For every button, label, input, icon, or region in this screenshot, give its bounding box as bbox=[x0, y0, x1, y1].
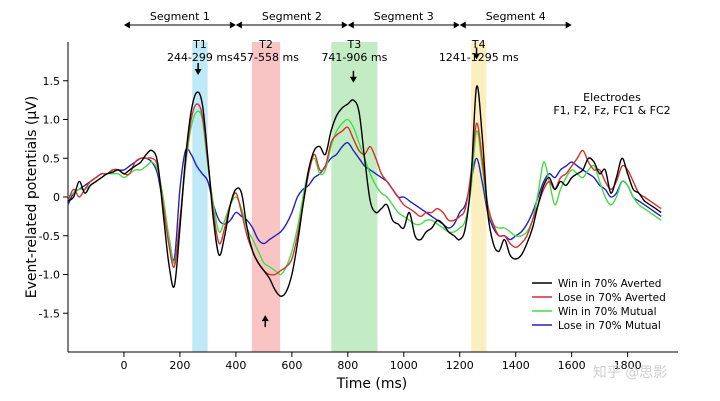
window-range-t4: 1241-1295 ms bbox=[439, 51, 519, 64]
window-name-t1: T1 bbox=[192, 38, 207, 51]
legend-label-2: Lose in 70% Averted bbox=[558, 292, 666, 304]
peak-arrow-head-t3 bbox=[349, 76, 357, 83]
series-line-win-in-70-averted bbox=[67, 85, 662, 297]
y-tick-label: 1.5 bbox=[43, 75, 61, 88]
window-band-t2 bbox=[251, 42, 281, 352]
legend: Win in 70% Averted Lose in 70% Averted Win… bbox=[532, 278, 666, 332]
segment-arrowhead-right-4 bbox=[565, 21, 572, 29]
x-tick-label: 1200 bbox=[446, 359, 474, 372]
y-tick-label: 0 bbox=[53, 191, 60, 204]
electrodes-list: F1, F2, Fz, FC1 & FC2 bbox=[553, 104, 670, 117]
electrodes-title: Electrodes bbox=[583, 91, 641, 104]
peak-arrows bbox=[194, 47, 481, 328]
segment-label-3: Segment 3 bbox=[374, 10, 434, 23]
x-tick-label: 200 bbox=[169, 359, 190, 372]
peak-arrow-head-t2 bbox=[261, 315, 269, 322]
window-band-t4 bbox=[471, 42, 487, 352]
x-tick-label: 400 bbox=[225, 359, 246, 372]
y-tick-label: 1.0 bbox=[43, 114, 61, 127]
y-tick-label: -1.5 bbox=[39, 307, 60, 320]
segment-arrowhead-left-4 bbox=[459, 21, 466, 29]
segment-label-1: Segment 1 bbox=[150, 10, 210, 23]
series-lines bbox=[67, 85, 662, 297]
window-range-t1: 244-299 ms bbox=[167, 51, 233, 64]
peak-arrow-head-t4 bbox=[473, 53, 481, 60]
x-axis-label: Time (ms) bbox=[336, 376, 408, 392]
x-tick-label: 1000 bbox=[390, 359, 418, 372]
legend-label-3: Win in 70% Mutual bbox=[558, 306, 656, 318]
x-tick-label: 0 bbox=[120, 359, 127, 372]
segment-annotations: Segment 1 Segment 2 Segment 3 Segment 4 bbox=[123, 10, 572, 29]
y-tick-label: 0.5 bbox=[43, 152, 61, 165]
x-tick-label: 1600 bbox=[558, 359, 586, 372]
segment-arrowhead-right-1 bbox=[229, 21, 236, 29]
time-windows bbox=[192, 42, 487, 352]
window-range-t2: 457-558 ms bbox=[233, 51, 299, 64]
ticks: 0 200 400 600 800 1000 1200 1400 1600 1800 -1.5 -1.… bbox=[39, 75, 642, 372]
x-tick-label: 1800 bbox=[614, 359, 642, 372]
window-band-t1 bbox=[192, 42, 208, 352]
window-name-t3: T3 bbox=[347, 38, 362, 51]
window-range-t3: 741-906 ms bbox=[321, 51, 387, 64]
legend-label-1: Win in 70% Averted bbox=[558, 278, 661, 290]
segment-arrowhead-left-2 bbox=[235, 21, 242, 29]
window-name-t2: T2 bbox=[258, 38, 273, 51]
segment-label-4: Segment 4 bbox=[486, 10, 546, 23]
x-tick-label: 1400 bbox=[502, 359, 530, 372]
segment-arrowhead-left-3 bbox=[347, 21, 354, 29]
segment-arrowhead-right-2 bbox=[341, 21, 348, 29]
peak-arrow-head-t1 bbox=[194, 69, 202, 75]
x-tick-label: 800 bbox=[337, 359, 358, 372]
watermark: 知乎 @思影 bbox=[593, 364, 667, 381]
window-band-t3 bbox=[331, 42, 378, 352]
legend-label-4: Lose in 70% Mutual bbox=[558, 320, 661, 332]
window-name-t4: T4 bbox=[471, 38, 486, 51]
segment-label-2: Segment 2 bbox=[262, 10, 322, 23]
segment-arrowhead-left-1 bbox=[123, 21, 130, 29]
y-tick-label: -1.0 bbox=[39, 269, 60, 282]
x-tick-label: 600 bbox=[281, 359, 302, 372]
y-axis-label: Event-related potentials (μV) bbox=[24, 96, 40, 299]
segment-arrowhead-right-3 bbox=[453, 21, 460, 29]
y-tick-label: -0.5 bbox=[39, 230, 60, 243]
